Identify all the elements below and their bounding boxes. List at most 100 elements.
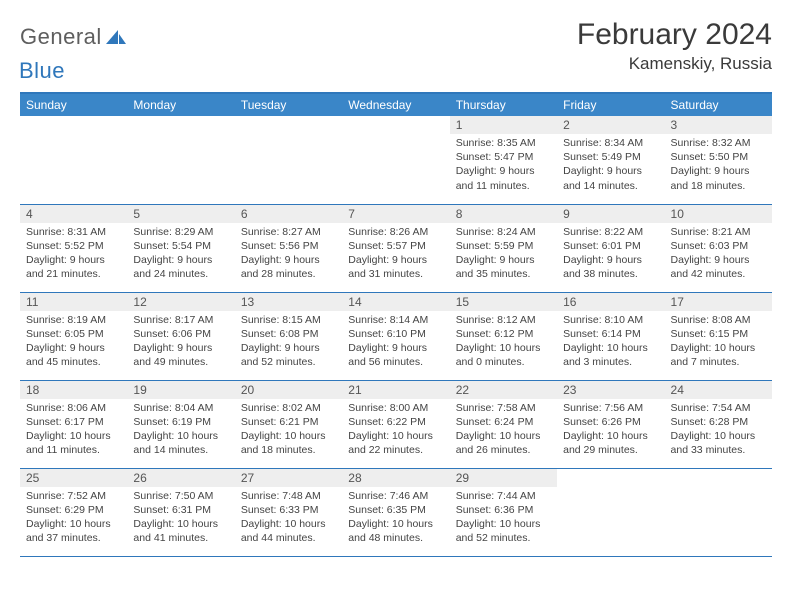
calendar-week-row: 18Sunrise: 8:06 AMSunset: 6:17 PMDayligh… bbox=[20, 380, 772, 468]
calendar-day-cell bbox=[342, 116, 449, 204]
day-header: Wednesday bbox=[342, 93, 449, 116]
day-details: Sunrise: 8:29 AMSunset: 5:54 PMDaylight:… bbox=[127, 223, 234, 286]
calendar-day-cell: 27Sunrise: 7:48 AMSunset: 6:33 PMDayligh… bbox=[235, 468, 342, 556]
day-details: Sunrise: 8:21 AMSunset: 6:03 PMDaylight:… bbox=[665, 223, 772, 286]
calendar-day-cell: 25Sunrise: 7:52 AMSunset: 6:29 PMDayligh… bbox=[20, 468, 127, 556]
calendar-day-cell: 15Sunrise: 8:12 AMSunset: 6:12 PMDayligh… bbox=[450, 292, 557, 380]
day-number: 9 bbox=[557, 205, 664, 223]
day-number: 8 bbox=[450, 205, 557, 223]
day-details: Sunrise: 8:15 AMSunset: 6:08 PMDaylight:… bbox=[235, 311, 342, 374]
calendar-day-cell: 19Sunrise: 8:04 AMSunset: 6:19 PMDayligh… bbox=[127, 380, 234, 468]
day-number: 23 bbox=[557, 381, 664, 399]
calendar-day-cell: 3Sunrise: 8:32 AMSunset: 5:50 PMDaylight… bbox=[665, 116, 772, 204]
calendar-day-cell: 22Sunrise: 7:58 AMSunset: 6:24 PMDayligh… bbox=[450, 380, 557, 468]
calendar-day-cell: 17Sunrise: 8:08 AMSunset: 6:15 PMDayligh… bbox=[665, 292, 772, 380]
calendar-day-cell bbox=[127, 116, 234, 204]
day-details: Sunrise: 7:56 AMSunset: 6:26 PMDaylight:… bbox=[557, 399, 664, 462]
day-header: Sunday bbox=[20, 93, 127, 116]
day-details: Sunrise: 8:12 AMSunset: 6:12 PMDaylight:… bbox=[450, 311, 557, 374]
calendar-day-cell: 28Sunrise: 7:46 AMSunset: 6:35 PMDayligh… bbox=[342, 468, 449, 556]
day-header: Saturday bbox=[665, 93, 772, 116]
day-number: 17 bbox=[665, 293, 772, 311]
day-number: 16 bbox=[557, 293, 664, 311]
day-details: Sunrise: 8:08 AMSunset: 6:15 PMDaylight:… bbox=[665, 311, 772, 374]
day-number: 20 bbox=[235, 381, 342, 399]
calendar-week-row: 4Sunrise: 8:31 AMSunset: 5:52 PMDaylight… bbox=[20, 204, 772, 292]
calendar-day-cell: 11Sunrise: 8:19 AMSunset: 6:05 PMDayligh… bbox=[20, 292, 127, 380]
calendar-table: SundayMondayTuesdayWednesdayThursdayFrid… bbox=[20, 92, 772, 557]
day-details: Sunrise: 8:24 AMSunset: 5:59 PMDaylight:… bbox=[450, 223, 557, 286]
day-number: 26 bbox=[127, 469, 234, 487]
day-header: Tuesday bbox=[235, 93, 342, 116]
calendar-day-cell: 5Sunrise: 8:29 AMSunset: 5:54 PMDaylight… bbox=[127, 204, 234, 292]
calendar-week-row: 25Sunrise: 7:52 AMSunset: 6:29 PMDayligh… bbox=[20, 468, 772, 556]
day-header: Monday bbox=[127, 93, 234, 116]
day-details: Sunrise: 8:31 AMSunset: 5:52 PMDaylight:… bbox=[20, 223, 127, 286]
calendar-day-cell: 8Sunrise: 8:24 AMSunset: 5:59 PMDaylight… bbox=[450, 204, 557, 292]
calendar-day-cell: 6Sunrise: 8:27 AMSunset: 5:56 PMDaylight… bbox=[235, 204, 342, 292]
calendar-day-cell: 1Sunrise: 8:35 AMSunset: 5:47 PMDaylight… bbox=[450, 116, 557, 204]
day-details: Sunrise: 8:17 AMSunset: 6:06 PMDaylight:… bbox=[127, 311, 234, 374]
calendar-day-cell: 9Sunrise: 8:22 AMSunset: 6:01 PMDaylight… bbox=[557, 204, 664, 292]
logo: General bbox=[20, 24, 128, 50]
day-details: Sunrise: 8:26 AMSunset: 5:57 PMDaylight:… bbox=[342, 223, 449, 286]
page-title: February 2024 bbox=[577, 18, 772, 52]
calendar-day-cell bbox=[235, 116, 342, 204]
day-number: 28 bbox=[342, 469, 449, 487]
calendar-day-cell: 2Sunrise: 8:34 AMSunset: 5:49 PMDaylight… bbox=[557, 116, 664, 204]
day-number: 13 bbox=[235, 293, 342, 311]
day-number: 12 bbox=[127, 293, 234, 311]
calendar-day-cell: 29Sunrise: 7:44 AMSunset: 6:36 PMDayligh… bbox=[450, 468, 557, 556]
calendar-page: General February 2024 Kamenskiy, Russia … bbox=[0, 0, 792, 575]
calendar-week-row: 1Sunrise: 8:35 AMSunset: 5:47 PMDaylight… bbox=[20, 116, 772, 204]
day-header: Thursday bbox=[450, 93, 557, 116]
calendar-day-cell: 10Sunrise: 8:21 AMSunset: 6:03 PMDayligh… bbox=[665, 204, 772, 292]
day-number: 6 bbox=[235, 205, 342, 223]
logo-text-blue: Blue bbox=[19, 58, 65, 83]
day-details: Sunrise: 8:22 AMSunset: 6:01 PMDaylight:… bbox=[557, 223, 664, 286]
calendar-day-cell: 12Sunrise: 8:17 AMSunset: 6:06 PMDayligh… bbox=[127, 292, 234, 380]
day-number: 15 bbox=[450, 293, 557, 311]
calendar-day-cell: 14Sunrise: 8:14 AMSunset: 6:10 PMDayligh… bbox=[342, 292, 449, 380]
day-number: 22 bbox=[450, 381, 557, 399]
logo-text-general: General bbox=[20, 24, 102, 50]
calendar-week-row: 11Sunrise: 8:19 AMSunset: 6:05 PMDayligh… bbox=[20, 292, 772, 380]
calendar-day-cell: 13Sunrise: 8:15 AMSunset: 6:08 PMDayligh… bbox=[235, 292, 342, 380]
day-details: Sunrise: 7:44 AMSunset: 6:36 PMDaylight:… bbox=[450, 487, 557, 550]
day-details: Sunrise: 7:48 AMSunset: 6:33 PMDaylight:… bbox=[235, 487, 342, 550]
calendar-day-cell bbox=[20, 116, 127, 204]
day-number: 14 bbox=[342, 293, 449, 311]
calendar-day-cell: 4Sunrise: 8:31 AMSunset: 5:52 PMDaylight… bbox=[20, 204, 127, 292]
day-number: 25 bbox=[20, 469, 127, 487]
day-number: 19 bbox=[127, 381, 234, 399]
calendar-day-cell: 26Sunrise: 7:50 AMSunset: 6:31 PMDayligh… bbox=[127, 468, 234, 556]
day-details: Sunrise: 7:54 AMSunset: 6:28 PMDaylight:… bbox=[665, 399, 772, 462]
day-number: 2 bbox=[557, 116, 664, 134]
calendar-day-cell: 7Sunrise: 8:26 AMSunset: 5:57 PMDaylight… bbox=[342, 204, 449, 292]
day-details: Sunrise: 7:52 AMSunset: 6:29 PMDaylight:… bbox=[20, 487, 127, 550]
day-number: 5 bbox=[127, 205, 234, 223]
day-details: Sunrise: 7:58 AMSunset: 6:24 PMDaylight:… bbox=[450, 399, 557, 462]
day-number: 24 bbox=[665, 381, 772, 399]
calendar-day-cell: 20Sunrise: 8:02 AMSunset: 6:21 PMDayligh… bbox=[235, 380, 342, 468]
day-details: Sunrise: 8:14 AMSunset: 6:10 PMDaylight:… bbox=[342, 311, 449, 374]
day-number: 1 bbox=[450, 116, 557, 134]
calendar-day-cell: 23Sunrise: 7:56 AMSunset: 6:26 PMDayligh… bbox=[557, 380, 664, 468]
day-details: Sunrise: 7:50 AMSunset: 6:31 PMDaylight:… bbox=[127, 487, 234, 550]
day-details: Sunrise: 8:02 AMSunset: 6:21 PMDaylight:… bbox=[235, 399, 342, 462]
day-number: 27 bbox=[235, 469, 342, 487]
day-details: Sunrise: 8:27 AMSunset: 5:56 PMDaylight:… bbox=[235, 223, 342, 286]
day-number: 7 bbox=[342, 205, 449, 223]
logo-sail-icon bbox=[106, 30, 126, 46]
calendar-day-cell: 16Sunrise: 8:10 AMSunset: 6:14 PMDayligh… bbox=[557, 292, 664, 380]
day-number: 18 bbox=[20, 381, 127, 399]
day-details: Sunrise: 8:06 AMSunset: 6:17 PMDaylight:… bbox=[20, 399, 127, 462]
day-details: Sunrise: 8:10 AMSunset: 6:14 PMDaylight:… bbox=[557, 311, 664, 374]
calendar-day-cell bbox=[665, 468, 772, 556]
day-header: Friday bbox=[557, 93, 664, 116]
calendar-day-cell: 24Sunrise: 7:54 AMSunset: 6:28 PMDayligh… bbox=[665, 380, 772, 468]
day-details: Sunrise: 8:00 AMSunset: 6:22 PMDaylight:… bbox=[342, 399, 449, 462]
day-number: 3 bbox=[665, 116, 772, 134]
day-number: 10 bbox=[665, 205, 772, 223]
calendar-day-cell bbox=[557, 468, 664, 556]
